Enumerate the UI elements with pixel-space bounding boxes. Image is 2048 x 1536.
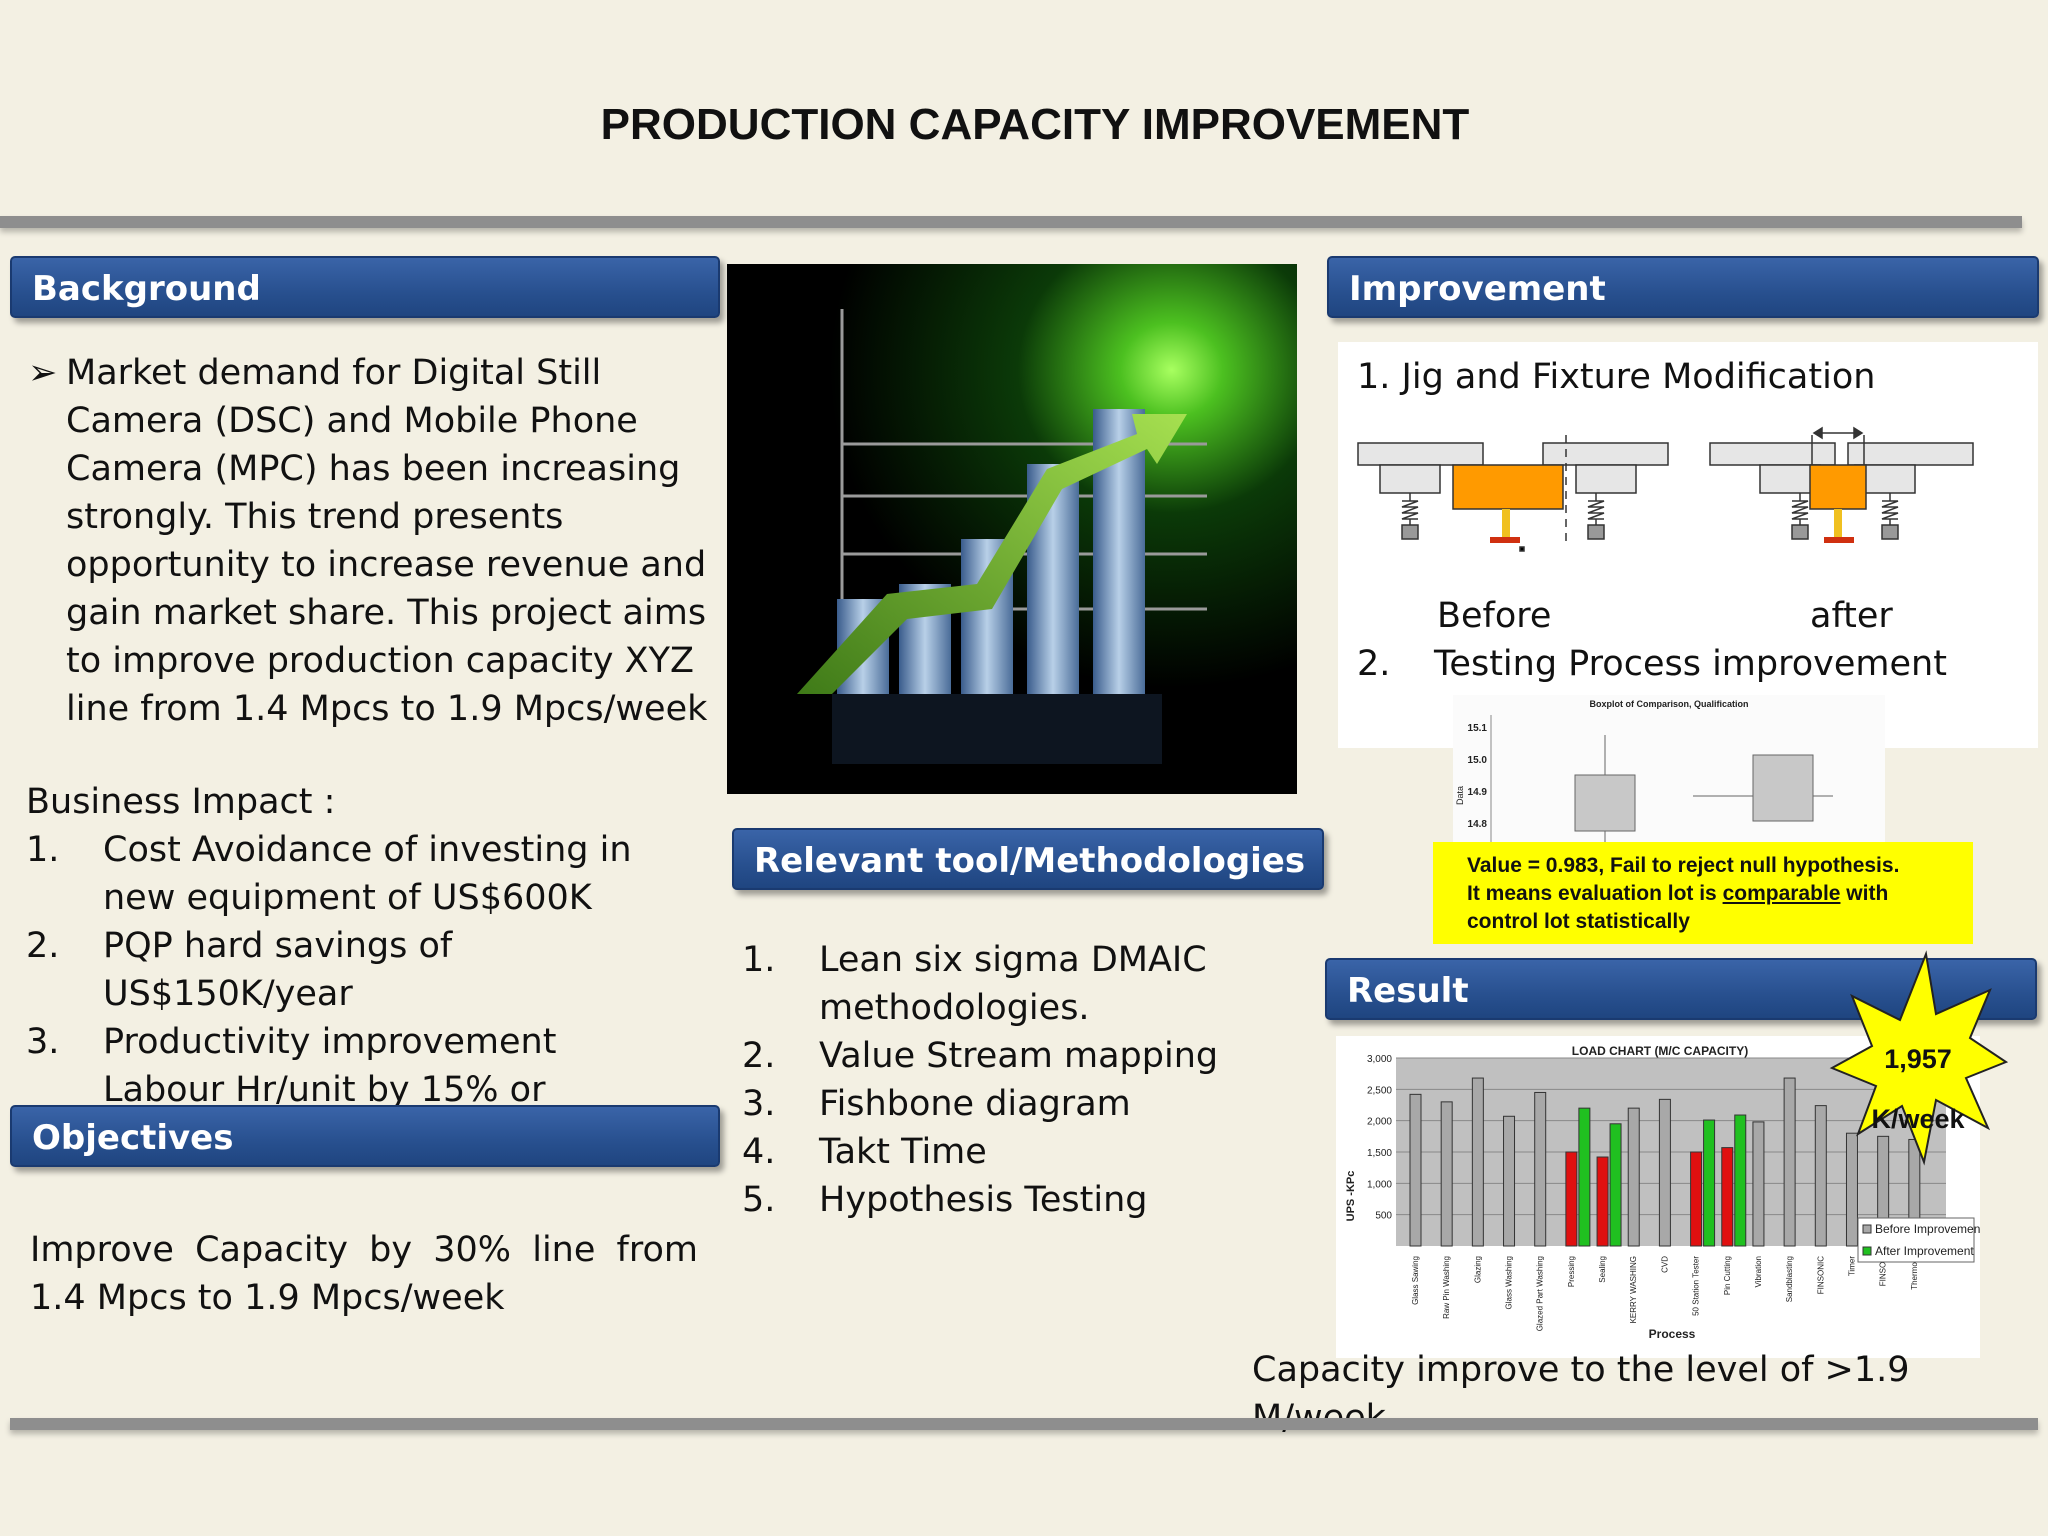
bar-before	[1752, 1121, 1765, 1247]
improvement-item-1: 1. Jig and Fixture Modification	[1357, 357, 1876, 397]
list-item: 2. PQP hard savings of US$150K/year	[26, 926, 453, 1014]
after-label: after	[1810, 596, 1893, 636]
y-tick-label: 3,000	[1367, 1054, 1392, 1065]
x-tick-label: Sealing	[1598, 1256, 1607, 1283]
list-item: 3. Fishbone diagram	[742, 1084, 1131, 1124]
x-tick-label: Glass Washing	[1505, 1256, 1514, 1310]
x-tick-label: Glazing	[1473, 1256, 1482, 1283]
hypothesis-result-box: Value = 0.983, Fail to reject null hypot…	[1433, 842, 1973, 944]
chart-title: LOAD CHART (M/C CAPACITY)	[1572, 1044, 1748, 1058]
page-title: PRODUCTION CAPACITY IMPROVEMENT	[600, 100, 1470, 149]
y-tick-label: 2,000	[1367, 1117, 1392, 1128]
x-tick-label: FINSONIC	[1816, 1256, 1825, 1294]
x-tick-label: 50 Station Tester	[1692, 1256, 1701, 1316]
after-fixture	[1709, 426, 1974, 543]
chart-legend: Before Improvement After Improvement	[1857, 1217, 1980, 1263]
x-tick-label: Glass Sawing	[1411, 1256, 1420, 1305]
list-item: 4. Takt Time	[742, 1132, 987, 1172]
bar-before	[1627, 1107, 1640, 1247]
hypothesis-line-1: Value = 0.983, Fail to reject null hypot…	[1467, 854, 1900, 877]
bar-before	[1658, 1098, 1671, 1247]
improvement-item-2-num: 2.	[1357, 644, 1391, 684]
objectives-text: Improve Capacity by 30% line from 1.4 Mp…	[30, 1230, 698, 1318]
x-tick-label: KERRY WASHING	[1629, 1256, 1638, 1323]
x-tick-label: FINSON	[1879, 1256, 1888, 1286]
x-tick-label: Raw Pin Washing	[1442, 1256, 1451, 1319]
background-text: Market demand for Digital Still Camera (…	[66, 353, 708, 729]
boxplot-tick: 14.9	[1468, 787, 1488, 798]
bar-before	[1440, 1101, 1453, 1247]
list-item: 5. Hypothesis Testing	[742, 1180, 1148, 1220]
y-tick-label: 1,500	[1367, 1148, 1392, 1159]
starburst-unit: K/week	[1871, 1104, 1965, 1134]
hypothesis-line-3: control lot statistically	[1467, 910, 1690, 933]
bar-before	[1721, 1147, 1734, 1247]
x-tick-label: Pressing	[1567, 1256, 1576, 1287]
x-tick-label: Sandblasting	[1785, 1256, 1794, 1302]
y-tick-label: 500	[1375, 1211, 1392, 1222]
bar-before	[1690, 1151, 1703, 1247]
bar-before	[1409, 1093, 1422, 1247]
list-item: 1. Cost Avoidance of investing in new equ…	[26, 830, 632, 918]
background-header: Background	[10, 256, 720, 318]
y-tick-label: 1,000	[1367, 1179, 1392, 1190]
top-divider	[0, 216, 2022, 228]
objectives-header: Objectives	[10, 1105, 720, 1167]
bar-before	[1471, 1077, 1484, 1247]
x-tick-label: Vibration	[1754, 1256, 1763, 1287]
bar-before	[1503, 1115, 1516, 1247]
bar-before	[1596, 1156, 1609, 1247]
bottom-divider	[10, 1418, 2038, 1430]
growth-chart-image	[727, 264, 1297, 794]
background-bullet: ➢ Market demand for Digital Still Camera…	[28, 349, 708, 733]
bar-after	[1578, 1107, 1591, 1247]
boxplot-chart: Boxplot of Comparison, Qualification Dat…	[1455, 699, 1833, 845]
arrow-bullet-icon: ➢	[28, 353, 58, 393]
bar-before	[1845, 1132, 1858, 1247]
y-tick-label: 2,500	[1367, 1085, 1392, 1096]
improvement-item-2: Testing Process improvement	[1434, 644, 1947, 684]
business-impact-list: 1. Cost Avoidance of investing in new equ…	[26, 826, 686, 1162]
x-tick-label: Timer	[1847, 1256, 1856, 1276]
boxplot-tick: 14.8	[1468, 819, 1488, 830]
improvement-header: Improvement	[1327, 256, 2039, 318]
business-impact-title: Business Impact :	[26, 782, 336, 822]
x-tick-label: Glazed Part Washing	[1536, 1256, 1545, 1331]
starburst-value: 1,957	[1884, 1044, 1952, 1074]
bar-before	[1814, 1105, 1827, 1247]
x-tick-label: Pin Cutting	[1723, 1256, 1732, 1295]
tools-header: Relevant tool/Methodologies	[732, 828, 1324, 890]
before-fixture	[1357, 435, 1669, 552]
boxplot-title: Boxplot of Comparison, Qualification	[1589, 699, 1748, 709]
tools-list: 1. Lean six sigma DMAIC methodologies. 2.…	[742, 936, 1302, 1224]
legend-before: Before Improvement	[1875, 1222, 1980, 1236]
list-item: 1. Lean six sigma DMAIC methodologies.	[742, 940, 1207, 1028]
before-label: Before	[1437, 596, 1552, 636]
legend-after: After Improvement	[1875, 1244, 1974, 1258]
starburst-callout	[1829, 950, 2008, 1166]
bar-after	[1734, 1114, 1747, 1247]
jig-fixture-diagram	[1357, 426, 1974, 552]
load-chart: LOAD CHART (M/C CAPACITY) UPS -KPc Proce…	[1345, 1044, 1980, 1341]
bar-after	[1703, 1119, 1716, 1247]
chart-ylabel: UPS -KPc	[1345, 1171, 1357, 1222]
boxplot-ylabel: Data	[1455, 786, 1465, 805]
bar-before	[1783, 1077, 1796, 1247]
improvement-panel	[1338, 342, 2038, 748]
bar-before	[1565, 1151, 1578, 1247]
bar-after	[1609, 1123, 1622, 1247]
list-item: 2. Value Stream mapping	[742, 1036, 1219, 1076]
boxplot-tick: 15.0	[1468, 755, 1488, 766]
x-tick-label: Thermost	[1910, 1255, 1919, 1290]
boxplot-tick: 15.1	[1468, 723, 1488, 734]
bar-before	[1534, 1091, 1547, 1247]
x-tick-label: CVD	[1660, 1256, 1669, 1273]
hypothesis-line-2: It means evaluation lot is comparable wi…	[1467, 882, 1889, 905]
chart-xlabel: Process	[1649, 1327, 1696, 1341]
